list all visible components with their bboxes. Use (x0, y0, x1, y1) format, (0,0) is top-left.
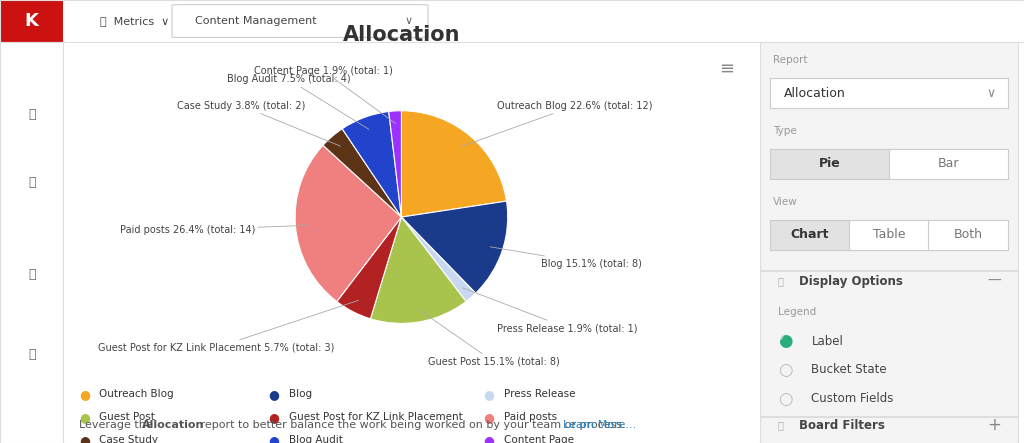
Wedge shape (371, 217, 466, 323)
Text: —: — (987, 274, 1000, 288)
Text: Outreach Blog: Outreach Blog (99, 389, 174, 399)
Text: Allocation: Allocation (142, 420, 205, 430)
Wedge shape (323, 129, 401, 217)
Text: Guest Post for KZ Link Placement 5.7% (total: 3): Guest Post for KZ Link Placement 5.7% (t… (98, 300, 358, 353)
Wedge shape (401, 111, 507, 217)
Text: Learn More...: Learn More... (563, 420, 637, 430)
Wedge shape (295, 145, 401, 302)
Text: Paid posts: Paid posts (504, 412, 557, 422)
Text: ●: ● (778, 332, 793, 350)
Text: ○: ○ (778, 390, 793, 408)
Text: K: K (25, 12, 39, 30)
Text: 🔔: 🔔 (28, 176, 36, 189)
Text: Blog Audit 7.5% (total: 4): Blog Audit 7.5% (total: 4) (226, 74, 369, 129)
Bar (0, 0, 63, 42)
Text: 🔍: 🔍 (28, 108, 36, 121)
Text: Blog: Blog (289, 389, 312, 399)
Text: ⬛: ⬛ (778, 420, 783, 430)
Text: Bar: Bar (937, 157, 958, 171)
Wedge shape (389, 111, 401, 217)
Text: ●: ● (79, 388, 90, 401)
Text: Outreach Blog 22.6% (total: 12): Outreach Blog 22.6% (total: 12) (463, 101, 652, 146)
Text: Table: Table (872, 228, 905, 241)
Text: ●: ● (483, 434, 495, 443)
Text: Content Page: Content Page (504, 435, 573, 443)
Text: Bucket State: Bucket State (811, 363, 887, 377)
Text: Guest Post for KZ Link Placement: Guest Post for KZ Link Placement (289, 412, 463, 422)
Wedge shape (401, 201, 508, 293)
Text: Both: Both (953, 228, 982, 241)
Text: Type: Type (773, 126, 797, 136)
Bar (770, 220, 849, 250)
Text: ●: ● (268, 434, 280, 443)
Text: ≡: ≡ (719, 60, 734, 78)
Text: ✓: ✓ (779, 336, 785, 342)
Text: ∨: ∨ (404, 16, 413, 26)
Text: 📋: 📋 (28, 268, 36, 281)
Text: Blog 15.1% (total: 8): Blog 15.1% (total: 8) (490, 247, 641, 269)
Text: Display Options: Display Options (799, 275, 902, 288)
Text: Allocation: Allocation (784, 86, 846, 100)
Text: Leverage the: Leverage the (79, 420, 156, 430)
Text: Legend: Legend (778, 307, 816, 317)
Text: ○: ○ (778, 361, 793, 379)
Text: report to better balance the work being worked on by your team or process.: report to better balance the work being … (197, 420, 629, 430)
Text: Chart: Chart (791, 228, 829, 241)
Text: ●: ● (483, 388, 495, 401)
Title: Allocation: Allocation (343, 25, 460, 45)
Text: Pie: Pie (818, 157, 841, 171)
Text: ●: ● (268, 388, 280, 401)
Text: ●: ● (79, 434, 90, 443)
Text: Content Management: Content Management (195, 16, 316, 26)
Bar (770, 149, 889, 179)
Wedge shape (342, 112, 401, 217)
Text: Content Page 1.9% (total: 1): Content Page 1.9% (total: 1) (254, 66, 396, 124)
Text: +: + (987, 416, 1000, 434)
Text: Case Study: Case Study (99, 435, 159, 443)
Text: ●: ● (268, 411, 280, 424)
Text: 👤: 👤 (28, 348, 36, 361)
Text: Case Study 3.8% (total: 2): Case Study 3.8% (total: 2) (177, 101, 340, 146)
Text: ⬛: ⬛ (778, 276, 783, 286)
Text: Paid posts 26.4% (total: 14): Paid posts 26.4% (total: 14) (120, 225, 308, 235)
Text: Guest Post 15.1% (total: 8): Guest Post 15.1% (total: 8) (418, 309, 559, 366)
Text: Board Filters: Board Filters (799, 419, 885, 432)
Text: Label: Label (811, 334, 844, 348)
Text: Report: Report (773, 55, 807, 65)
Text: Guest Post: Guest Post (99, 412, 156, 422)
Text: Custom Fields: Custom Fields (811, 392, 894, 405)
Text: Blog Audit: Blog Audit (289, 435, 343, 443)
Wedge shape (401, 217, 475, 302)
Text: ●: ● (483, 411, 495, 424)
Text: Press Release: Press Release (504, 389, 575, 399)
Text: Press Release 1.9% (total: 1): Press Release 1.9% (total: 1) (463, 288, 638, 333)
Text: 📊  Metrics  ∨: 📊 Metrics ∨ (100, 16, 170, 26)
Wedge shape (337, 217, 401, 319)
Text: ∨: ∨ (986, 86, 995, 100)
FancyBboxPatch shape (172, 4, 428, 38)
Text: View: View (773, 197, 798, 206)
Text: ●: ● (79, 411, 90, 424)
